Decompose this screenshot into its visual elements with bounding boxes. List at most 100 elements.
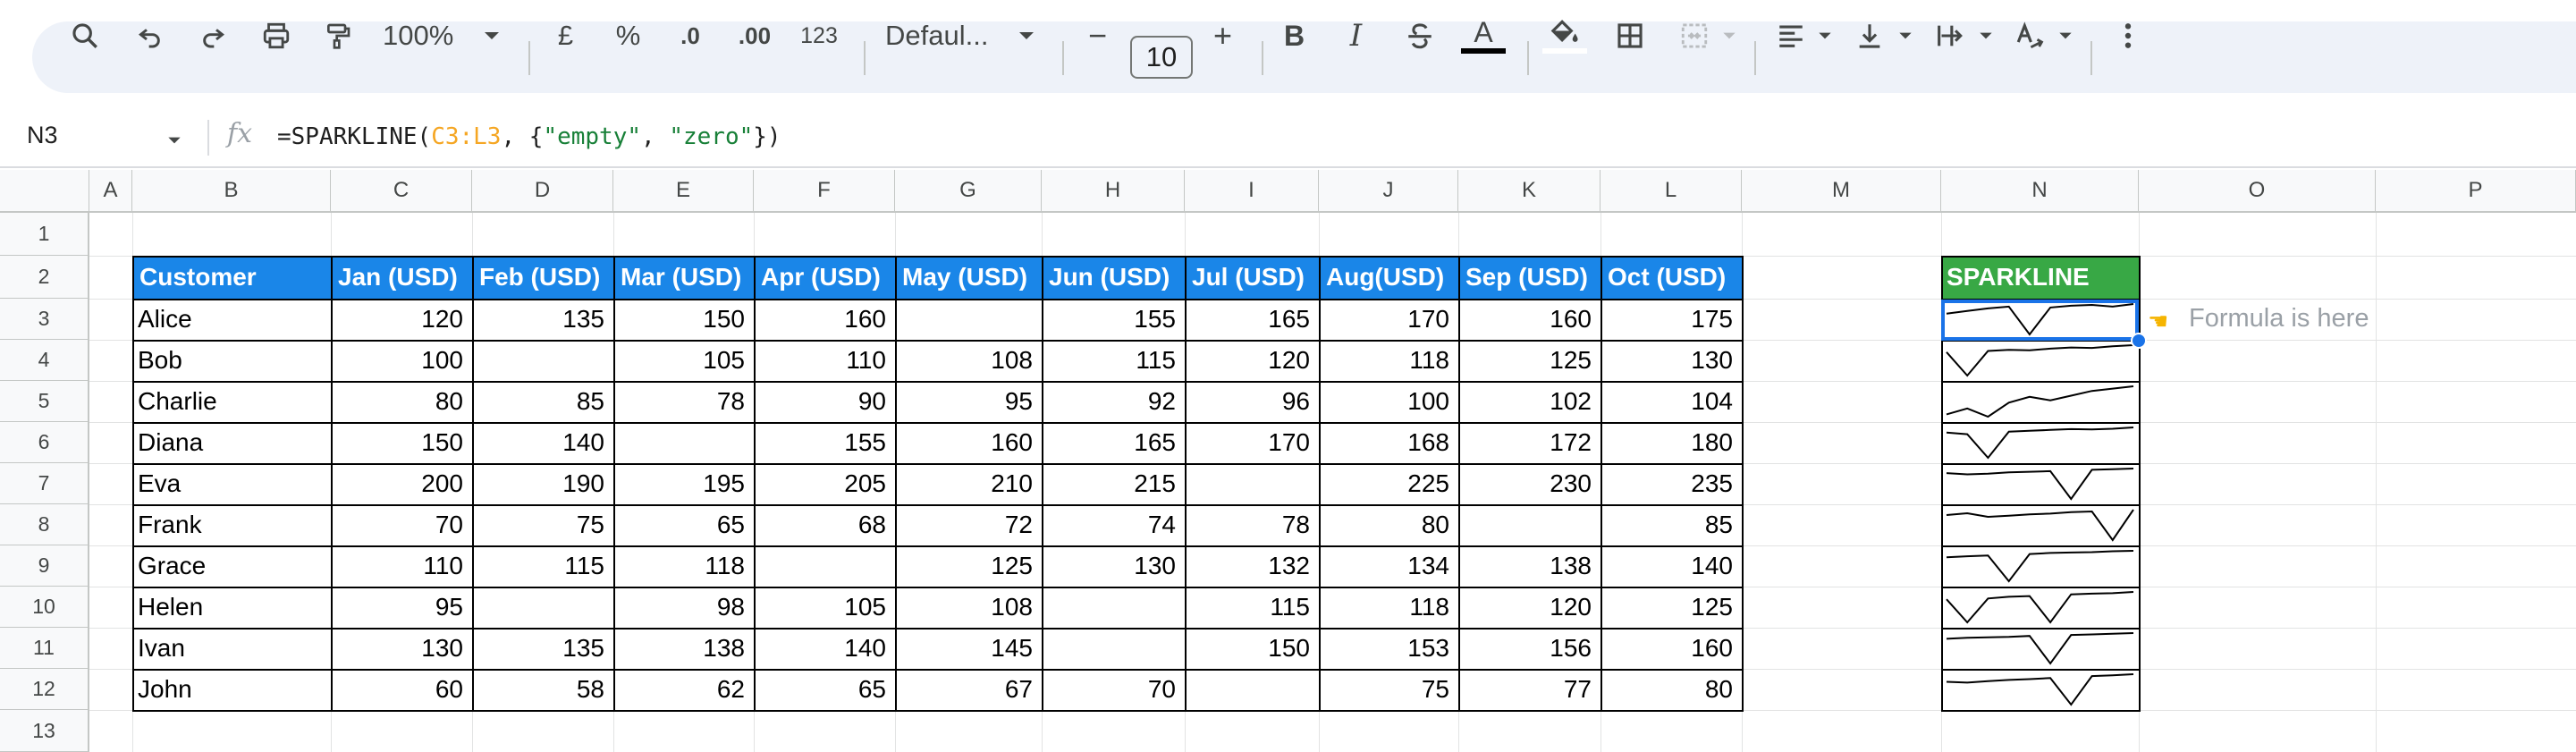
value-cell[interactable]: 140	[1691, 552, 1733, 579]
italic-button[interactable]: I	[1336, 0, 1376, 72]
column-header-m[interactable]: M	[1742, 170, 1941, 213]
value-cell[interactable]: 108	[991, 346, 1033, 374]
sparkline-header[interactable]: SPARKLINE	[1941, 256, 2139, 299]
value-cell[interactable]: 110	[423, 552, 463, 579]
text-rotation-icon[interactable]	[2007, 0, 2052, 72]
value-cell[interactable]: 132	[1268, 552, 1310, 579]
borders-icon[interactable]	[1608, 0, 1652, 72]
redo-icon[interactable]	[190, 0, 235, 72]
value-cell[interactable]: 120	[421, 305, 463, 333]
value-cell[interactable]: 85	[576, 387, 604, 415]
fill-color-button[interactable]	[1538, 0, 1592, 72]
value-cell[interactable]: 95	[1004, 387, 1033, 415]
value-cell[interactable]: 155	[844, 428, 886, 456]
value-cell[interactable]: 150	[421, 428, 463, 456]
font-select[interactable]: Defaul...	[885, 0, 1001, 72]
value-cell[interactable]: 80	[435, 387, 463, 415]
value-cell[interactable]	[1042, 628, 1185, 669]
value-cell[interactable]	[472, 340, 613, 381]
row-header-8[interactable]: 8	[0, 504, 89, 545]
value-cell[interactable]: 168	[1407, 428, 1449, 456]
text-wrapping-chevron-icon[interactable]	[1973, 0, 1998, 72]
search-icon[interactable]	[63, 0, 107, 72]
value-cell[interactable]: 98	[716, 593, 745, 621]
name-box-chevron-icon[interactable]	[166, 133, 182, 149]
value-cell[interactable]: 160	[1691, 634, 1733, 662]
value-cell[interactable]: 145	[991, 634, 1033, 662]
text-color-button[interactable]: A	[1459, 0, 1508, 72]
value-cell[interactable]: 150	[1268, 634, 1310, 662]
value-cell[interactable]: 153	[1407, 634, 1449, 662]
font-chevron-icon[interactable]	[1013, 0, 1040, 72]
row-header-1[interactable]: 1	[0, 213, 89, 256]
value-cell[interactable]: 180	[1691, 428, 1733, 456]
value-cell[interactable]: 70	[1147, 675, 1176, 703]
value-cell[interactable]	[1042, 587, 1185, 628]
value-cell[interactable]: 118	[1409, 593, 1449, 621]
value-cell[interactable]: 190	[562, 469, 604, 497]
horizontal-align-chevron-icon[interactable]	[1812, 0, 1837, 72]
number-format-button[interactable]: 123	[796, 0, 842, 72]
merge-cells-icon[interactable]	[1672, 0, 1717, 72]
row-header-2[interactable]: 2	[0, 256, 89, 299]
value-cell[interactable]	[1185, 463, 1319, 504]
customer-name-cell[interactable]: Alice	[138, 305, 192, 333]
value-cell[interactable]: 115	[1136, 346, 1176, 374]
row-header-5[interactable]: 5	[0, 381, 89, 422]
customer-name-cell[interactable]: Charlie	[138, 387, 217, 415]
table-header-cell[interactable]: Apr (USD)	[754, 256, 895, 299]
column-header-i[interactable]: I	[1185, 170, 1319, 213]
table-header-cell[interactable]: Jan (USD)	[331, 256, 472, 299]
formula-input[interactable]: =SPARKLINE(C3:L3, {"empty", "zero"})	[277, 123, 781, 150]
zoom-select[interactable]: 100%	[383, 0, 463, 72]
value-cell[interactable]: 225	[1407, 469, 1449, 497]
table-header-cell[interactable]: Jun (USD)	[1042, 256, 1185, 299]
value-cell[interactable]: 210	[991, 469, 1033, 497]
value-cell[interactable]: 165	[1268, 305, 1310, 333]
value-cell[interactable]: 65	[857, 675, 886, 703]
vertical-align-chevron-icon[interactable]	[1893, 0, 1918, 72]
row-header-3[interactable]: 3	[0, 299, 89, 340]
zoom-chevron-icon[interactable]	[478, 0, 505, 72]
value-cell[interactable]: 96	[1281, 387, 1310, 415]
value-cell[interactable]: 138	[1550, 552, 1592, 579]
column-header-k[interactable]: K	[1458, 170, 1600, 213]
value-cell[interactable]: 170	[1407, 305, 1449, 333]
value-cell[interactable]: 95	[435, 593, 463, 621]
row-header-4[interactable]: 4	[0, 340, 89, 381]
name-box[interactable]: N3	[27, 122, 58, 148]
column-header-o[interactable]: O	[2139, 170, 2376, 213]
select-all-corner[interactable]	[0, 170, 89, 213]
value-cell[interactable]: 108	[991, 593, 1033, 621]
paint-format-icon[interactable]	[316, 0, 360, 72]
value-cell[interactable]: 134	[1407, 552, 1449, 579]
value-cell[interactable]: 115	[564, 552, 604, 579]
value-cell[interactable]	[613, 422, 754, 463]
row-header-6[interactable]: 6	[0, 422, 89, 463]
value-cell[interactable]: 120	[1268, 346, 1310, 374]
value-cell[interactable]: 130	[421, 634, 463, 662]
percent-button[interactable]: %	[608, 0, 648, 72]
vertical-align-icon[interactable]	[1847, 0, 1892, 72]
undo-icon[interactable]	[128, 0, 173, 72]
merge-chevron-icon[interactable]	[1719, 0, 1740, 72]
value-cell[interactable]: 80	[1704, 675, 1733, 703]
value-cell[interactable]: 156	[1550, 634, 1592, 662]
value-cell[interactable]: 205	[844, 469, 886, 497]
row-header-11[interactable]: 11	[0, 628, 89, 669]
value-cell[interactable]: 105	[844, 593, 886, 621]
value-cell[interactable]: 140	[844, 634, 886, 662]
customer-name-cell[interactable]: Grace	[138, 552, 207, 579]
increase-decimal-button[interactable]: .00	[731, 0, 778, 72]
value-cell[interactable]: 130	[1691, 346, 1733, 374]
value-cell[interactable]	[754, 545, 895, 587]
text-wrapping-icon[interactable]	[1927, 0, 1972, 72]
value-cell[interactable]: 58	[576, 675, 604, 703]
value-cell[interactable]	[1185, 669, 1319, 710]
value-cell[interactable]: 90	[857, 387, 886, 415]
value-cell[interactable]: 138	[703, 634, 745, 662]
table-header-cell[interactable]: May (USD)	[895, 256, 1042, 299]
value-cell[interactable]: 100	[1407, 387, 1449, 415]
value-cell[interactable]: 170	[1268, 428, 1310, 456]
value-cell[interactable]: 110	[846, 346, 886, 374]
